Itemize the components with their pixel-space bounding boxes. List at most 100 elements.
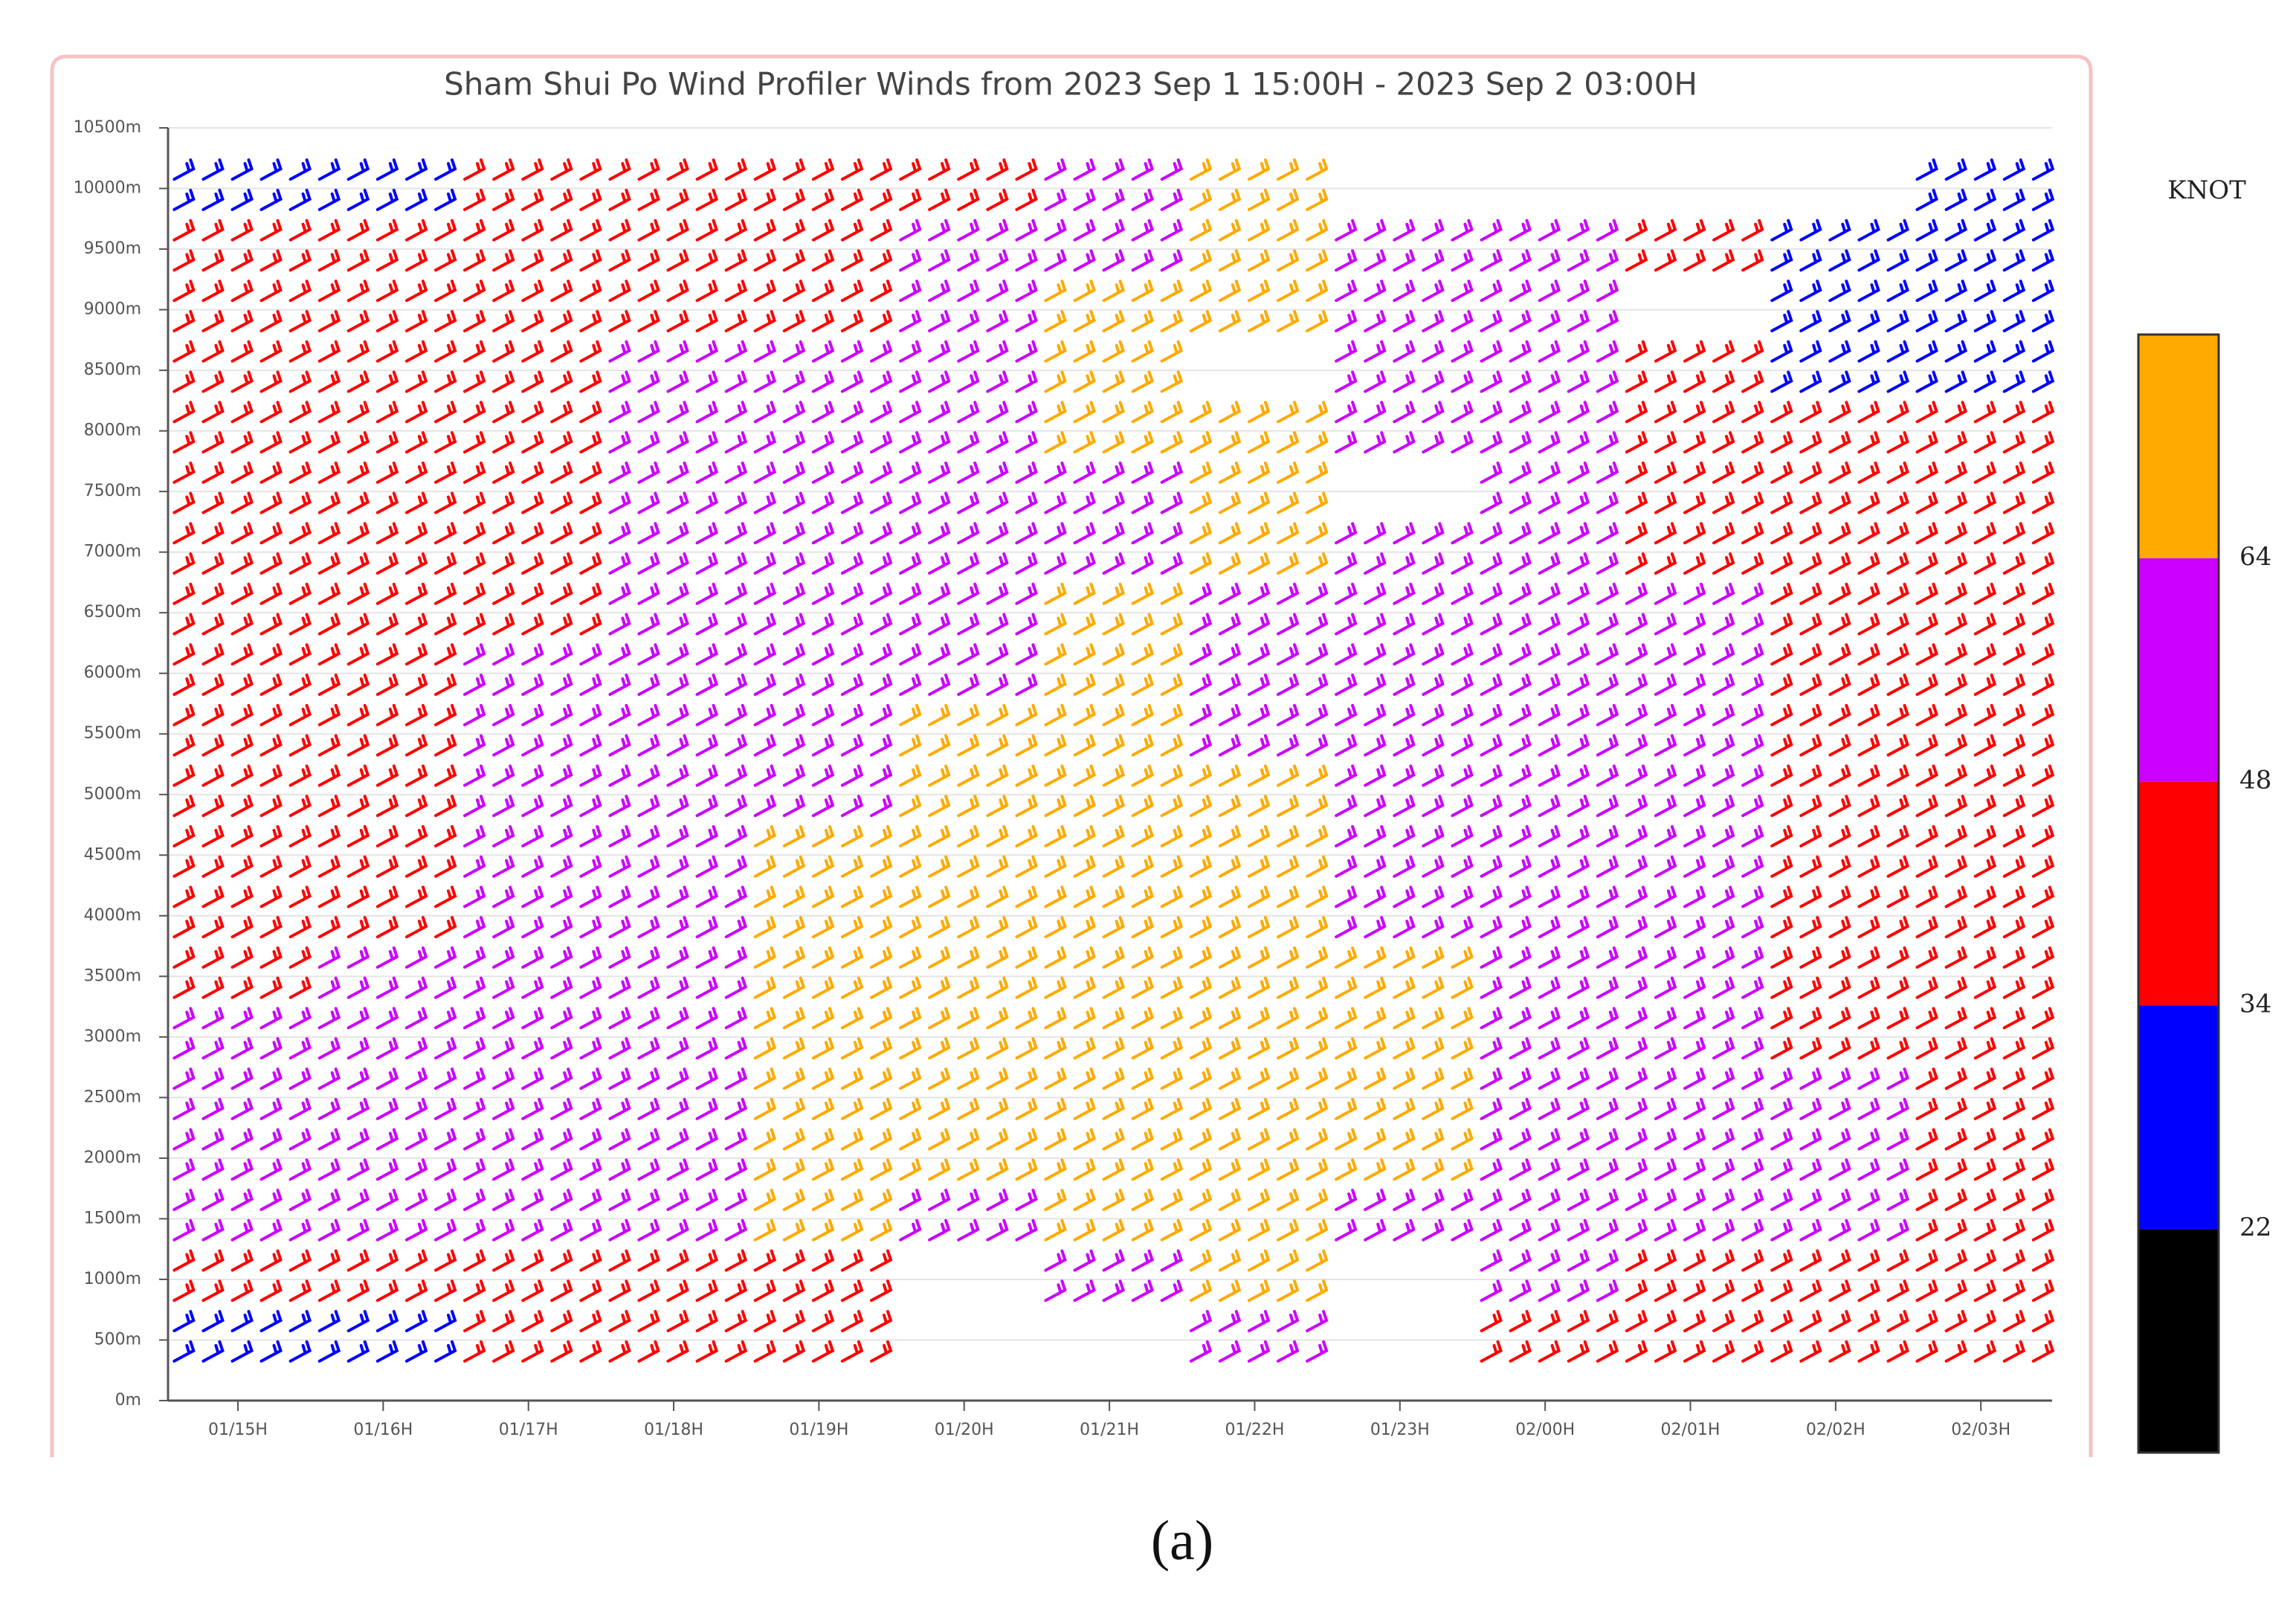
wind-barb-cell <box>899 703 1038 757</box>
wind-barb-cell <box>608 461 748 514</box>
wind-barb-cell <box>172 885 312 939</box>
wind-barb-cell <box>463 582 602 636</box>
wind-barb-cell <box>1625 461 1764 514</box>
wind-barb-cell <box>1915 1068 2055 1120</box>
wind-barb-cell <box>1915 219 2055 272</box>
wind-barb-cell <box>1189 1310 1329 1363</box>
wind-barb-cell <box>317 1310 457 1363</box>
wind-barb-cell <box>172 643 312 697</box>
wind-barb-cell <box>608 582 748 636</box>
colorbar-segment <box>2138 558 2219 782</box>
wind-barb-cell <box>463 1007 602 1060</box>
wind-barb-cell <box>1335 280 1474 332</box>
wind-barb-cell <box>753 1007 893 1060</box>
wind-barb-cell <box>899 643 1038 697</box>
y-tick-label: 4000m <box>84 906 141 925</box>
wind-barb-cell <box>172 280 312 332</box>
wind-barb-cell <box>899 401 1038 453</box>
wind-barb-cell <box>172 1007 312 1060</box>
wind-barb-cell <box>1335 946 1474 999</box>
wind-barb-cell <box>608 1249 748 1302</box>
wind-barb-cell <box>317 1189 457 1241</box>
wind-barb-cell <box>753 764 893 818</box>
y-tick-label: 8000m <box>84 422 141 440</box>
wind-barb-cell <box>463 703 602 757</box>
wind-barb-cell <box>172 1189 312 1241</box>
y-tick-label: 7000m <box>84 543 141 561</box>
wind-barb-cell <box>753 1068 893 1120</box>
wind-barb-cell <box>1480 1189 1619 1241</box>
wind-barb-cell <box>753 582 893 636</box>
wind-barb-cell <box>463 946 602 999</box>
wind-barb-cell <box>463 340 602 393</box>
wind-barb-cell <box>463 824 602 878</box>
wind-barb-cell <box>1189 461 1329 514</box>
wind-barb-cell <box>1335 703 1474 757</box>
colorbar-tick-label: 34 <box>2239 989 2271 1018</box>
wind-barb-cell <box>753 280 893 332</box>
wind-barb-cell <box>1625 703 1764 757</box>
wind-barb-cell <box>317 461 457 514</box>
wind-barb-cell <box>899 340 1038 393</box>
wind-barb-cell <box>1915 1249 2055 1302</box>
wind-barb-cell <box>608 401 748 453</box>
wind-barb-cell <box>1189 1068 1329 1120</box>
wind-barb-cell <box>1770 643 1909 697</box>
wind-barb-cell <box>317 219 457 272</box>
colorbar-segment <box>2138 1005 2219 1230</box>
wind-barb-cell <box>463 1128 602 1181</box>
wind-barb-cell <box>1915 764 2055 818</box>
x-tick-label: 01/23H <box>1370 1421 1430 1439</box>
wind-barb-cell <box>1770 340 1909 393</box>
wind-barb-cell <box>1044 280 1184 332</box>
wind-barb-cell <box>1044 1249 1184 1302</box>
wind-barb-cell <box>1625 1310 1764 1363</box>
wind-barb-cell <box>1625 764 1764 818</box>
x-tick-label: 01/18H <box>644 1421 703 1439</box>
wind-barb-cell <box>1480 885 1619 939</box>
wind-barb-cell <box>1625 522 1764 575</box>
y-tick-label: 8500m <box>84 361 141 379</box>
wind-barb-cell <box>463 1249 602 1302</box>
wind-barb-cell <box>1044 522 1184 575</box>
wind-barb-cell <box>1044 401 1184 453</box>
colorbar-tick-label: 64 <box>2239 542 2271 572</box>
chart-title: Sham Shui Po Wind Profiler Winds from 20… <box>444 66 1697 103</box>
wind-barb-cell <box>317 946 457 999</box>
x-tick-label: 02/01H <box>1661 1421 1721 1439</box>
wind-barb-cell <box>899 885 1038 939</box>
wind-barb-cell <box>317 158 457 211</box>
wind-barb-cell <box>463 219 602 272</box>
x-tick-label: 01/17H <box>499 1421 558 1439</box>
wind-barb-cell <box>608 1128 748 1181</box>
wind-barb-cell <box>1044 946 1184 999</box>
wind-barb-cell <box>1189 219 1329 272</box>
wind-barb-cell <box>899 1068 1038 1120</box>
x-tick-label: 01/19H <box>789 1421 848 1439</box>
wind-barb-cell <box>899 824 1038 878</box>
wind-barb-cell <box>1770 1128 1909 1181</box>
wind-barb-cell <box>1044 1068 1184 1120</box>
wind-barb-cell <box>172 824 312 878</box>
wind-barb-cell <box>753 703 893 757</box>
wind-barb-cell <box>1770 824 1909 878</box>
wind-barb-cell <box>753 946 893 999</box>
wind-barb-cell <box>172 1249 312 1302</box>
wind-barb-cell <box>172 1310 312 1363</box>
wind-barb-cell <box>899 1007 1038 1060</box>
wind-barb-cell <box>1335 340 1474 393</box>
wind-barb-cell <box>1044 158 1184 211</box>
wind-barb-cell <box>1335 401 1474 453</box>
wind-barb-cell <box>608 946 748 999</box>
wind-barb-cell <box>172 219 312 272</box>
wind-barb-cell <box>1480 461 1619 514</box>
wind-barb-cell <box>317 1007 457 1060</box>
wind-barb-cell <box>1915 158 2055 211</box>
wind-barb-cell <box>899 582 1038 636</box>
wind-barb-cell <box>1625 582 1764 636</box>
wind-barb-cell <box>317 703 457 757</box>
wind-barb-cell <box>1915 1189 2055 1241</box>
wind-barb-cell <box>1480 401 1619 453</box>
wind-barb-cell <box>753 158 893 211</box>
wind-barb-cell <box>753 1249 893 1302</box>
